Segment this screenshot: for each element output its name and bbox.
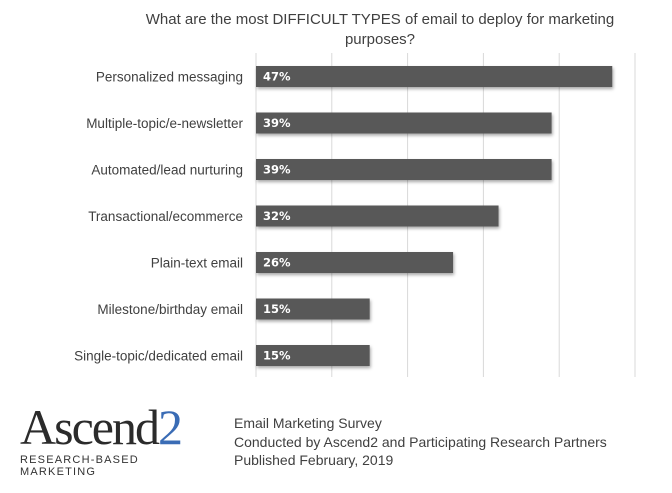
ascend2-logo: Ascend2 RESEARCH-BASED MARKETING bbox=[20, 399, 200, 478]
chart-title-line: What are the most DIFFICULT TYPES of ema… bbox=[145, 11, 615, 28]
credit-line: Conducted by Ascend2 and Participating R… bbox=[234, 433, 607, 450]
category-label: Personalized messaging bbox=[96, 70, 243, 85]
bar bbox=[256, 345, 370, 366]
data-label: 15% bbox=[263, 349, 291, 363]
bar bbox=[256, 66, 613, 87]
survey-credits: Email Marketing Survey Conducted by Asce… bbox=[234, 414, 607, 470]
category-label: Multiple-topic/e-newsletter bbox=[86, 116, 243, 131]
bar bbox=[256, 205, 499, 227]
logo-word: Ascend bbox=[20, 399, 160, 455]
chart-title: What are the most DIFFICULT TYPES of ema… bbox=[100, 10, 660, 50]
data-label: 26% bbox=[263, 256, 291, 270]
logo-digit: 2 bbox=[157, 399, 183, 455]
credit-line: Email Marketing Survey bbox=[234, 415, 382, 431]
logo-tagline: RESEARCH-BASED MARKETING bbox=[20, 454, 139, 478]
bar bbox=[256, 159, 552, 180]
category-label: Milestone/birthday email bbox=[97, 302, 243, 317]
category-label: Single-topic/dedicated email bbox=[74, 349, 243, 364]
category-label: Transactional/ecommerce bbox=[88, 209, 243, 224]
bar bbox=[256, 112, 552, 134]
category-label: Automated/lead nurturing bbox=[91, 163, 243, 178]
data-label: 15% bbox=[263, 302, 291, 316]
data-label: 32% bbox=[263, 209, 291, 223]
credit-line: Published February, 2019 bbox=[234, 452, 394, 468]
bar bbox=[256, 298, 370, 320]
bar bbox=[256, 252, 454, 273]
category-label: Plain-text email bbox=[151, 256, 243, 271]
bar-chart: 47% Personalized messaging 39% Multiple-top… bbox=[74, 53, 636, 377]
data-label: 47% bbox=[263, 70, 291, 84]
chart-title-line: purposes? bbox=[344, 31, 416, 48]
data-label: 39% bbox=[263, 163, 291, 177]
data-label: 39% bbox=[263, 116, 291, 130]
